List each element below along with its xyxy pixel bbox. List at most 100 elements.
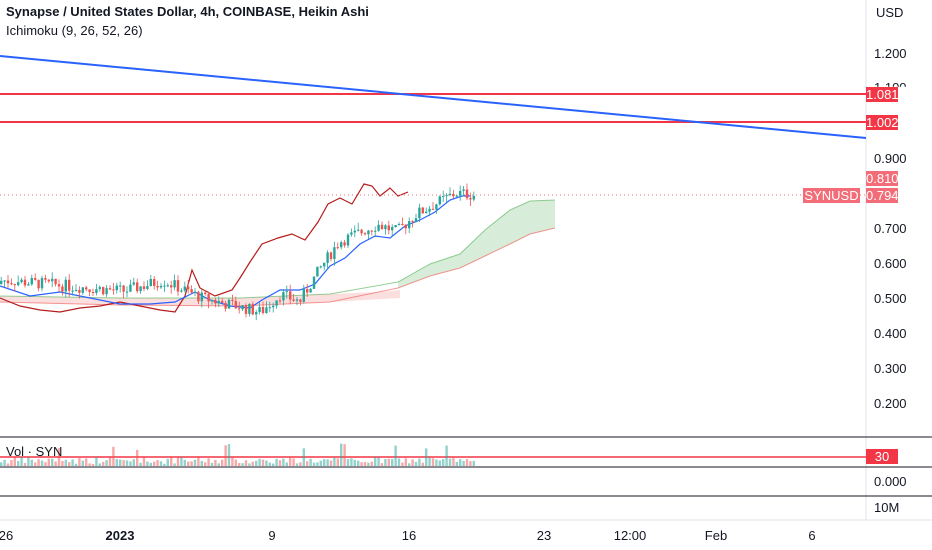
- volume-bar: [173, 463, 176, 466]
- candle-body: [23, 279, 27, 286]
- chart-frame: [0, 0, 932, 521]
- candle-body: [6, 280, 10, 284]
- candle-body: [74, 289, 78, 291]
- candle-body: [3, 280, 6, 282]
- candle-body: [115, 285, 118, 291]
- volume-level-badge[interactable]: 30: [866, 449, 898, 464]
- volume-bar: [37, 459, 40, 466]
- candle-body: [231, 299, 234, 301]
- volume-bar: [139, 462, 142, 466]
- candle-body: [197, 291, 200, 302]
- volume-bar: [217, 463, 220, 466]
- volume-bar: [404, 458, 407, 466]
- level-badge-1[interactable]: 1.081: [866, 87, 899, 102]
- candle-body: [289, 291, 292, 300]
- candle-body: [469, 198, 472, 200]
- volume-bar: [30, 459, 33, 466]
- volume-bar: [295, 463, 299, 466]
- volume-bar: [78, 458, 81, 466]
- candle-body: [119, 285, 122, 287]
- candle-body: [428, 208, 431, 212]
- candle-body: [122, 285, 125, 292]
- candle-body: [404, 224, 407, 229]
- candle-body: [210, 299, 214, 302]
- candle-body: [187, 286, 190, 290]
- candle-body: [139, 286, 142, 292]
- volume-bar: [193, 459, 197, 466]
- candle-body: [142, 286, 146, 289]
- candle-body: [384, 225, 387, 230]
- candle-body: [227, 299, 231, 309]
- volume-bar: [397, 458, 401, 466]
- time-tick: 2023: [105, 528, 135, 543]
- candle-body: [193, 291, 197, 293]
- candle-body: [350, 232, 353, 235]
- candle-body: [268, 307, 271, 309]
- candle-body: [312, 276, 316, 289]
- volume-bar: [231, 457, 234, 466]
- volume-label[interactable]: Vol · SYN: [6, 444, 63, 459]
- candle-body: [132, 282, 135, 285]
- volume-bar: [71, 459, 74, 466]
- candle-body: [353, 230, 356, 233]
- volume-bar: [343, 444, 346, 466]
- symbol-badge: SYNUSD: [803, 188, 860, 203]
- volume-bar: [153, 461, 156, 466]
- volume-bar: [380, 463, 384, 466]
- candle-body: [61, 286, 64, 292]
- candle-body: [0, 280, 3, 284]
- volume-bar: [34, 462, 37, 466]
- candle-body: [170, 285, 173, 288]
- volume-bar: [27, 457, 30, 466]
- volume-bar: [187, 461, 190, 466]
- volume-bar: [183, 459, 186, 466]
- time-tick: 12:00: [613, 528, 647, 543]
- candle-body: [44, 278, 47, 280]
- candle-body: [88, 289, 91, 293]
- candle-body: [224, 302, 227, 309]
- volume-bar: [363, 462, 367, 466]
- candle-body: [333, 247, 336, 260]
- volume-bar: [136, 449, 139, 466]
- candle-body: [47, 279, 50, 282]
- candle-body: [17, 282, 20, 286]
- candle-body: [173, 280, 176, 288]
- chart-title[interactable]: Synapse / United States Dollar, 4h, COIN…: [6, 4, 369, 19]
- candle-body: [292, 299, 295, 301]
- volume-bar: [85, 458, 88, 466]
- volume-bar: [391, 458, 394, 466]
- candle-body: [336, 247, 339, 249]
- level-badge-2[interactable]: 1.002: [866, 115, 899, 130]
- volume-bar: [163, 463, 166, 466]
- volume-bar: [176, 457, 180, 466]
- volume-bar: [289, 457, 292, 466]
- candle-body: [425, 211, 428, 214]
- candle-body: [452, 193, 455, 197]
- volume-bars-layer: [0, 443, 475, 466]
- candle-body: [27, 284, 30, 286]
- volume-bar: [442, 459, 445, 466]
- volume-bar: [394, 445, 397, 466]
- indicator-label[interactable]: Ichimoku (9, 26, 52, 26): [6, 23, 143, 38]
- volume-bar: [360, 462, 363, 466]
- candle-body: [340, 242, 343, 248]
- volume-bar: [323, 459, 326, 466]
- volume-bar: [336, 458, 339, 466]
- volume-bar: [255, 460, 258, 466]
- volume-bar: [452, 457, 455, 466]
- candle-body: [57, 284, 61, 287]
- candle-body: [255, 311, 258, 315]
- volume-bar: [227, 444, 231, 466]
- volume-bar: [102, 461, 105, 466]
- candle-body: [377, 224, 380, 231]
- volume-bar: [241, 463, 244, 466]
- volume-bar: [428, 457, 431, 466]
- volume-bar: [306, 461, 309, 466]
- candle-body: [435, 204, 438, 210]
- candle-body: [367, 230, 370, 235]
- candle-body: [149, 279, 152, 287]
- volume-bar: [340, 443, 343, 466]
- candle-body: [299, 299, 302, 302]
- volume-bar: [61, 460, 64, 466]
